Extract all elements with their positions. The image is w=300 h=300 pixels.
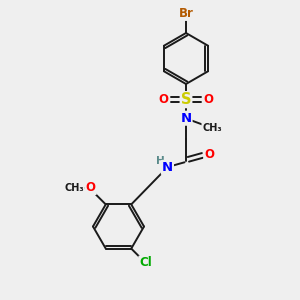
Text: S: S <box>181 92 191 107</box>
Text: H: H <box>156 156 165 166</box>
Text: O: O <box>203 93 213 106</box>
Text: O: O <box>86 181 96 194</box>
Text: Br: Br <box>178 7 194 20</box>
Text: CH₃: CH₃ <box>202 123 222 134</box>
Text: N: N <box>180 112 192 125</box>
Text: O: O <box>204 148 214 161</box>
Text: O: O <box>159 93 169 106</box>
Text: Cl: Cl <box>139 256 152 269</box>
Text: N: N <box>162 161 173 174</box>
Text: CH₃: CH₃ <box>64 183 84 193</box>
